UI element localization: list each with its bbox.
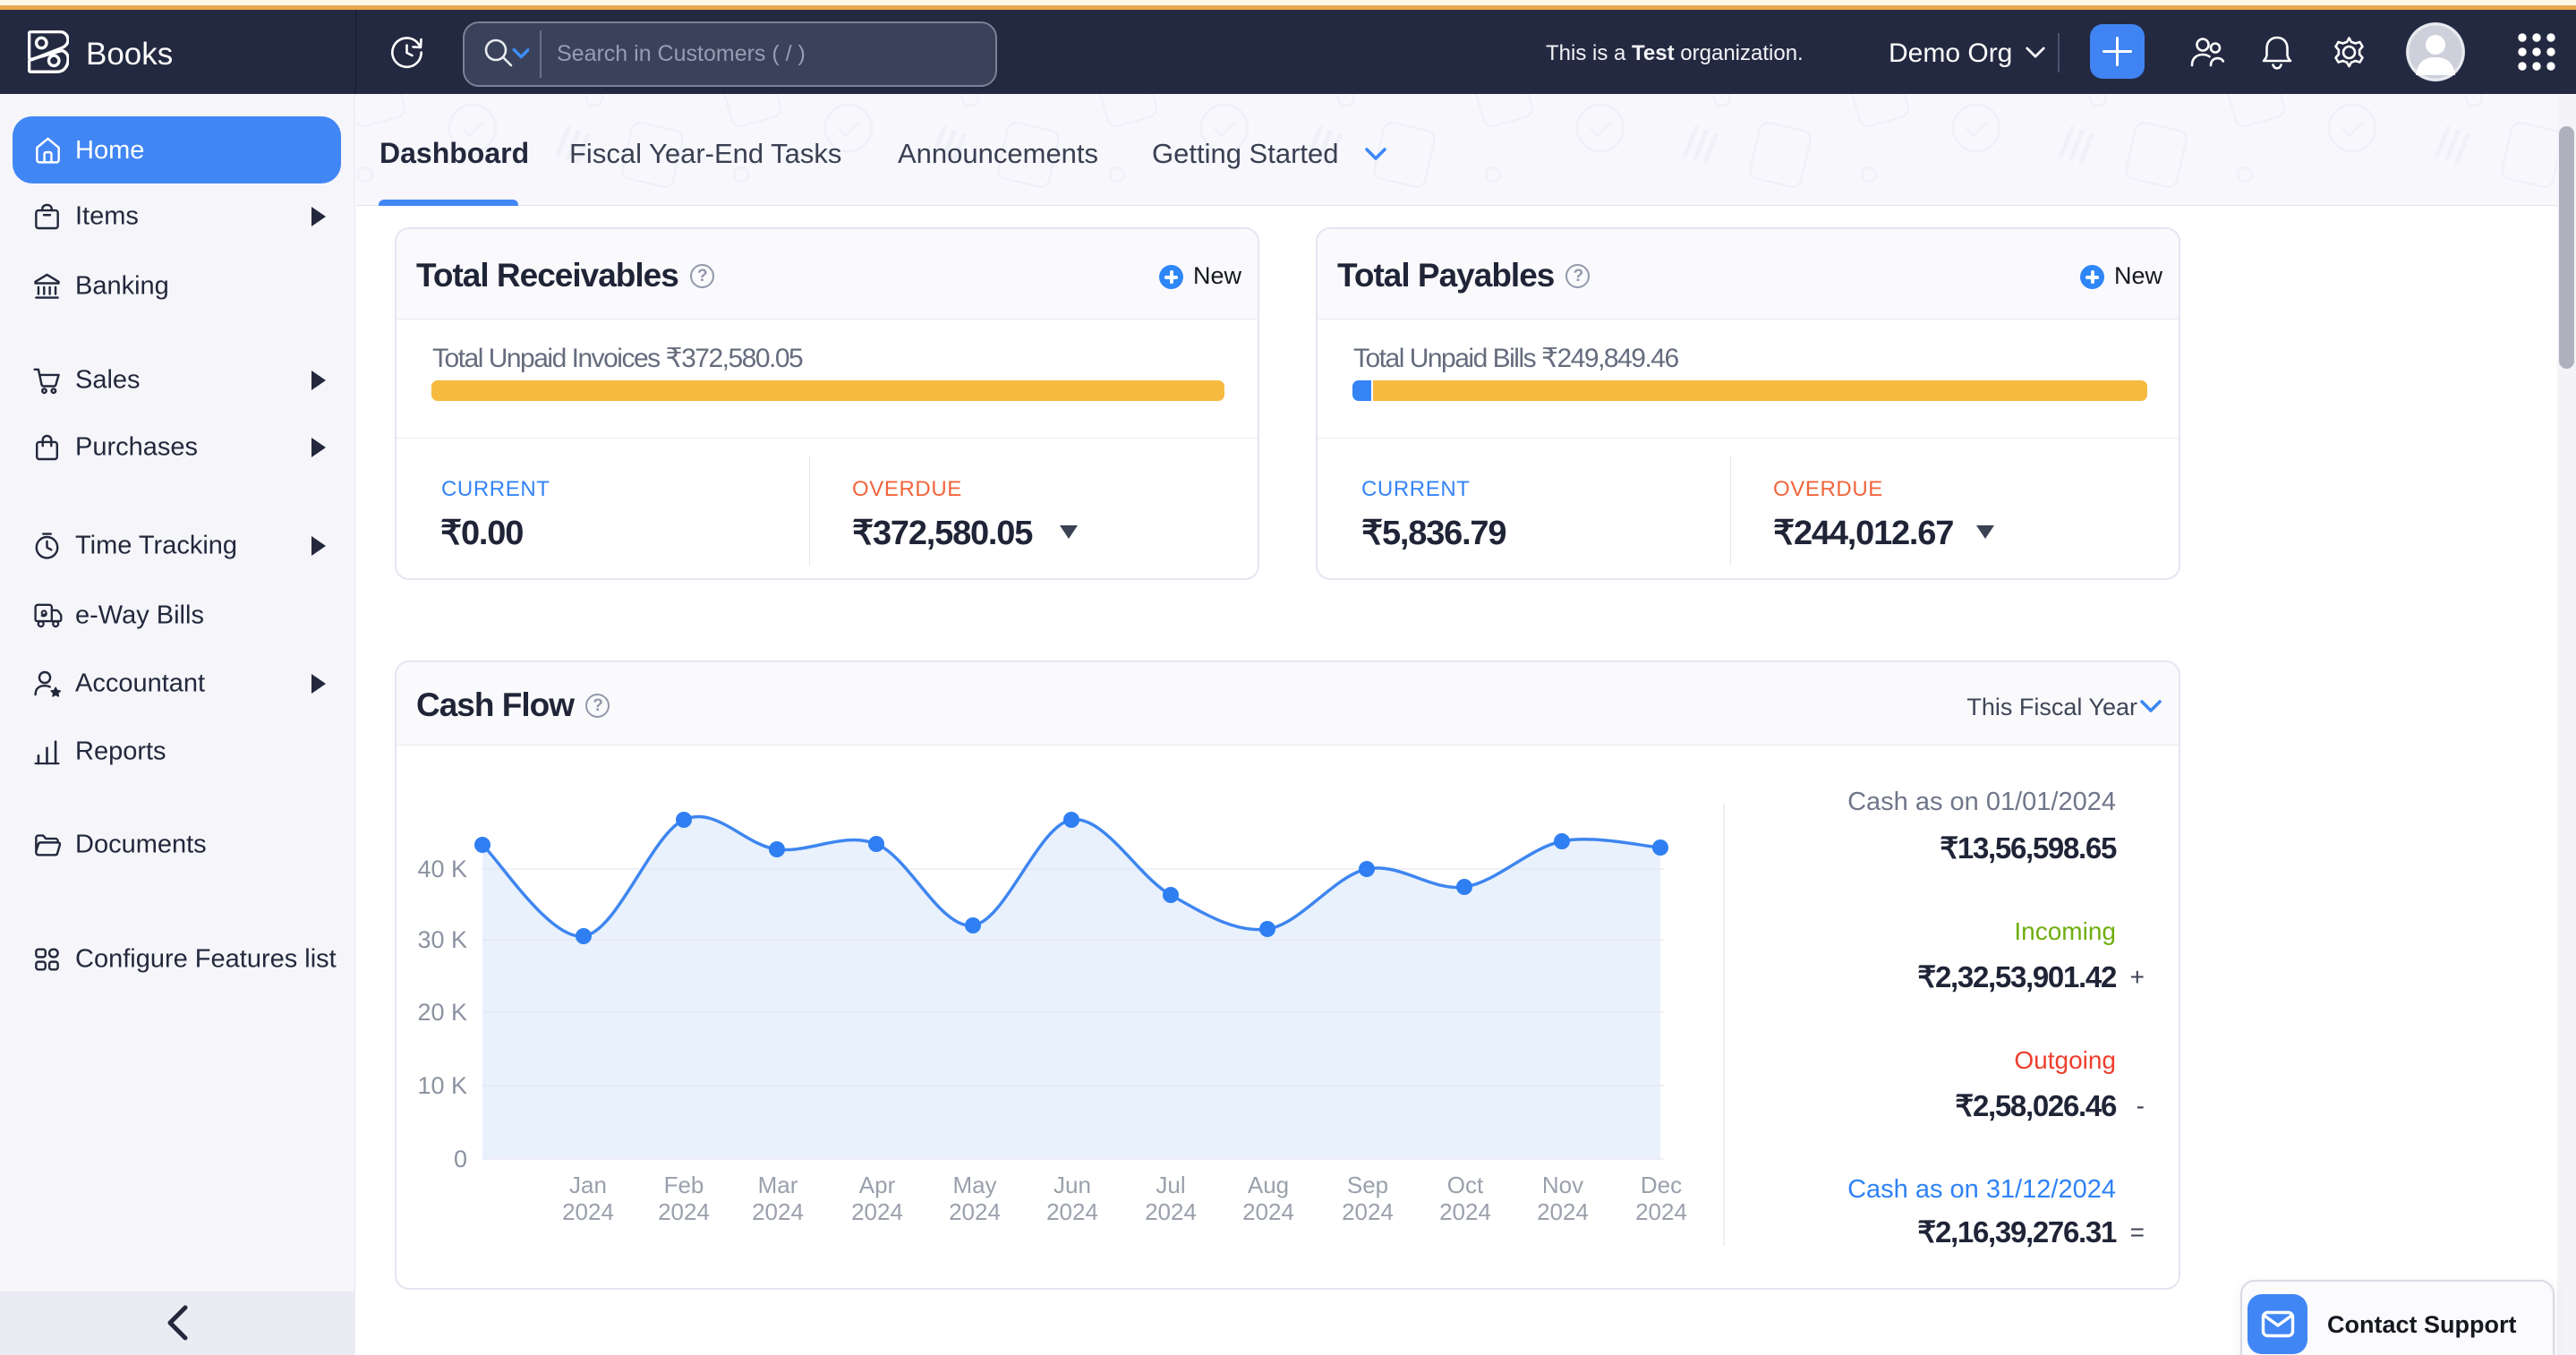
svg-text:30 K: 30 K bbox=[417, 926, 467, 953]
svg-text:₹13,56,598.65: ₹13,56,598.65 bbox=[1940, 831, 2117, 865]
svg-text:Aug: Aug bbox=[1248, 1172, 1289, 1198]
svg-text:May: May bbox=[952, 1172, 996, 1198]
svg-text:2024: 2024 bbox=[1046, 1198, 1098, 1225]
svg-text:Jul: Jul bbox=[1156, 1172, 1185, 1198]
svg-text:2024: 2024 bbox=[949, 1198, 1001, 1225]
svg-text:Jan: Jan bbox=[569, 1172, 607, 1198]
svg-text:2024: 2024 bbox=[851, 1198, 903, 1225]
svg-text:Dec: Dec bbox=[1641, 1172, 1682, 1198]
svg-text:10 K: 10 K bbox=[417, 1072, 467, 1099]
svg-text:Cash as on 31/12/2024: Cash as on 31/12/2024 bbox=[1847, 1175, 2116, 1204]
svg-text:Nov: Nov bbox=[1542, 1172, 1583, 1198]
svg-text:2024: 2024 bbox=[658, 1198, 710, 1225]
svg-text:2024: 2024 bbox=[752, 1198, 804, 1225]
svg-text:₹2,58,026.46: ₹2,58,026.46 bbox=[1955, 1089, 2117, 1122]
svg-text:0: 0 bbox=[454, 1146, 467, 1172]
svg-text:Jun: Jun bbox=[1053, 1172, 1091, 1198]
svg-text:Incoming: Incoming bbox=[2014, 917, 2116, 945]
svg-text:Sep: Sep bbox=[1347, 1172, 1388, 1198]
svg-text:2024: 2024 bbox=[562, 1198, 614, 1225]
svg-text:Outgoing: Outgoing bbox=[2014, 1046, 2116, 1074]
svg-text:Apr: Apr bbox=[859, 1172, 896, 1198]
svg-text:=: = bbox=[2130, 1218, 2145, 1246]
svg-text:2024: 2024 bbox=[1342, 1198, 1394, 1225]
svg-text:-: - bbox=[2137, 1092, 2145, 1120]
svg-text:₹2,16,39,276.31: ₹2,16,39,276.31 bbox=[1917, 1215, 2117, 1248]
svg-text:Feb: Feb bbox=[664, 1172, 704, 1198]
svg-text:2024: 2024 bbox=[1439, 1198, 1491, 1225]
svg-text:20 K: 20 K bbox=[417, 999, 467, 1026]
svg-text:+: + bbox=[2130, 963, 2145, 991]
svg-text:2024: 2024 bbox=[1635, 1198, 1687, 1225]
svg-text:2024: 2024 bbox=[1537, 1198, 1589, 1225]
svg-text:₹2,32,53,901.42: ₹2,32,53,901.42 bbox=[1917, 960, 2117, 993]
svg-text:2024: 2024 bbox=[1145, 1198, 1197, 1225]
svg-text:Mar: Mar bbox=[758, 1172, 798, 1198]
svg-text:40 K: 40 K bbox=[417, 856, 467, 882]
svg-text:Oct: Oct bbox=[1447, 1172, 1484, 1198]
svg-text:2024: 2024 bbox=[1242, 1198, 1294, 1225]
svg-text:Cash as on 01/01/2024: Cash as on 01/01/2024 bbox=[1847, 788, 2116, 816]
